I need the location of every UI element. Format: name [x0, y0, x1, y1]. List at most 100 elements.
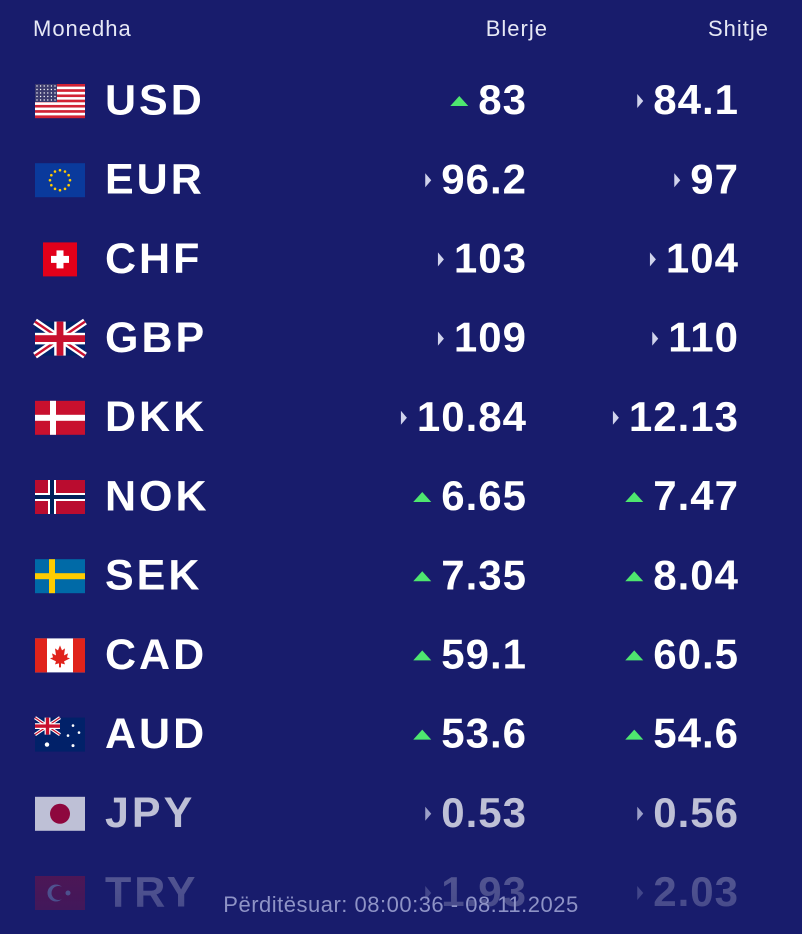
currency-row: USD 83 84.1: [35, 76, 739, 124]
trend-up-icon: [625, 492, 644, 502]
sell-rate: 7.47: [653, 472, 739, 519]
flag-part: [35, 102, 85, 106]
buy-rate: 96.2: [441, 155, 527, 202]
currency-code: EUR: [105, 156, 205, 204]
trend-up-icon: [413, 650, 432, 661]
trend-up-icon: [413, 729, 432, 740]
flag-part: [63, 170, 67, 173]
flag-part: [50, 183, 53, 187]
flag-part: [35, 335, 85, 342]
flag-part: [35, 89, 85, 93]
flag-part: [36, 99, 38, 101]
currency-row: CAD 59.1 60.5: [35, 630, 738, 679]
buy-rate: 83: [478, 76, 527, 123]
buy-rate: 7.35: [441, 551, 527, 598]
trend-up-icon: [625, 729, 644, 740]
trend-up-icon: [413, 492, 432, 502]
trend-flat-icon: [674, 173, 681, 188]
flag-part: [39, 92, 42, 94]
header-currency: Monedha: [33, 16, 132, 41]
flag-part: [35, 112, 85, 116]
currency-row: NOK 6.65 7.47: [35, 472, 739, 520]
flag-part: [50, 645, 70, 668]
flag-part: [50, 85, 53, 87]
buy-rate: 10.84: [417, 393, 527, 440]
flag-part: [50, 92, 53, 94]
flag-part: [66, 734, 70, 737]
flag-part: [50, 173, 53, 177]
flag-part: [68, 178, 72, 182]
flag-part: [58, 188, 62, 192]
flag-part: [50, 803, 70, 824]
flag-part: [36, 92, 38, 94]
buy-rate: 0.53: [441, 789, 527, 836]
flag-part: [43, 92, 45, 94]
currency-row: SEK 7.35 8.04: [35, 551, 739, 600]
bottom-fade: [0, 860, 802, 934]
header-buy: Blerje: [486, 16, 548, 41]
flag-part: [39, 88, 42, 91]
flag-part: [50, 88, 53, 91]
flag-part: [47, 99, 49, 101]
buy-rate: 6.65: [441, 472, 527, 519]
currency-row: JPY 0.53 0.56: [35, 789, 739, 837]
flag: [43, 242, 77, 277]
flag-part: [35, 104, 85, 108]
sell-rate: 0.56: [653, 789, 739, 836]
trend-flat-icon: [652, 331, 659, 346]
sell-rate: 12.13: [629, 393, 739, 440]
flag-part: [71, 744, 75, 748]
sell-rate: 104: [666, 234, 739, 281]
flag-part: [47, 95, 49, 98]
updated-footer: Përditësuar: 08:00:36 - 08.11.2025: [223, 892, 578, 917]
flag-part: [71, 724, 75, 727]
currency-row: GBP 109 110: [33, 314, 738, 362]
flag-part: [43, 95, 45, 98]
flag-part: [47, 92, 49, 94]
flag: [34, 716, 85, 752]
flag: [35, 84, 85, 119]
flag-part: [43, 85, 45, 87]
flag-part: [43, 88, 45, 91]
flag-part: [53, 187, 57, 191]
flag-part: [54, 99, 56, 101]
flag-part: [48, 178, 52, 182]
flag-part: [35, 724, 60, 728]
flag-part: [77, 731, 81, 734]
trend-flat-icon: [612, 410, 619, 425]
flag-part: [54, 92, 56, 94]
flag-part: [44, 742, 50, 747]
sell-rate: 97: [690, 155, 739, 202]
flag-part: [35, 86, 85, 90]
currency-code: NOK: [105, 472, 210, 520]
flag-part: [53, 170, 57, 173]
flag: [35, 480, 85, 514]
flag-part: [35, 99, 85, 103]
flag-part: [63, 187, 67, 191]
sell-rate: 8.04: [653, 551, 739, 598]
trend-flat-icon: [425, 806, 432, 821]
trend-flat-icon: [425, 173, 432, 188]
trend-up-icon: [450, 96, 469, 106]
flag-part: [51, 255, 69, 263]
flag-part: [39, 99, 42, 101]
flag-part: [58, 168, 62, 172]
flag: [33, 318, 87, 359]
buy-rate: 103: [454, 234, 527, 281]
currency-code: GBP: [105, 314, 207, 362]
flag-part: [35, 110, 85, 113]
currency-row: CHF 103 104: [43, 234, 739, 283]
flag-part: [35, 573, 85, 580]
trend-flat-icon: [437, 331, 444, 346]
flag-part: [39, 95, 42, 98]
flag-canton: [34, 716, 61, 737]
flag-part: [35, 414, 85, 421]
buy-rate: 53.6: [441, 710, 527, 757]
currency-code: DKK: [105, 393, 207, 441]
sell-rate: 84.1: [653, 76, 739, 123]
currency-code: USD: [105, 76, 205, 124]
flag-part: [35, 115, 85, 119]
currency-code: SEK: [105, 552, 202, 600]
trend-flat-icon: [637, 94, 644, 108]
